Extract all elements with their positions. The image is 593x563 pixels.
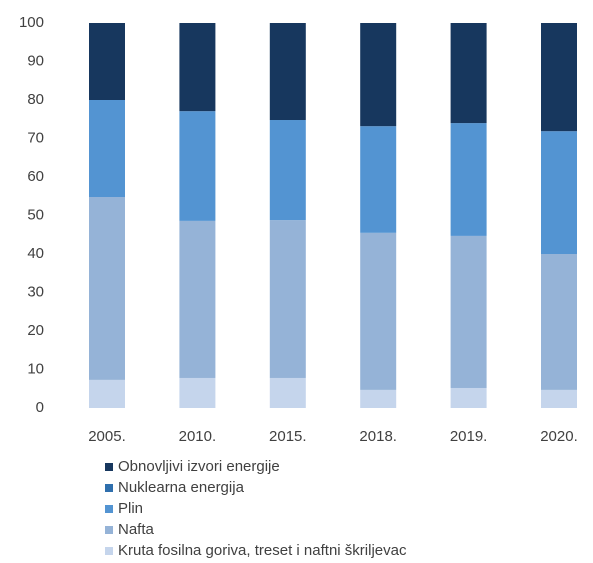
bar-segment xyxy=(179,23,216,112)
bar-segment xyxy=(541,131,577,254)
bar-segment xyxy=(541,23,577,132)
legend-swatch xyxy=(105,484,113,492)
y-tick-label: 30 xyxy=(27,283,44,300)
y-tick-label: 90 xyxy=(27,52,44,69)
bar-segment xyxy=(269,220,306,378)
legend-label: Nuklearna energija xyxy=(118,479,245,496)
y-tick-label: 80 xyxy=(27,91,44,108)
legend-label: Nafta xyxy=(118,521,155,538)
bar-segment xyxy=(89,379,125,408)
x-tick-label: 2019. xyxy=(450,428,488,445)
x-tick-label: 2015. xyxy=(269,428,307,445)
bar-segment xyxy=(179,111,216,221)
legend-swatch xyxy=(105,463,113,471)
legend-label: Plin xyxy=(118,500,143,517)
x-tick-label: 2010. xyxy=(179,428,217,445)
bar-segment xyxy=(450,387,487,408)
y-tick-label: 20 xyxy=(27,322,44,339)
bar-segment xyxy=(269,377,306,408)
x-tick-label: 2005. xyxy=(88,428,126,445)
y-tick-label: 10 xyxy=(27,360,44,377)
bar-segment xyxy=(269,120,306,221)
y-tick-label: 50 xyxy=(27,206,44,223)
bar-segment xyxy=(450,235,487,388)
bar-segment xyxy=(89,100,125,198)
bar-segment xyxy=(450,23,487,124)
legend-swatch xyxy=(105,505,113,513)
legend-label: Obnovljivi izvori energije xyxy=(118,458,280,475)
bar-segment xyxy=(360,232,397,390)
bar-segment xyxy=(89,197,125,380)
y-tick-label: 0 xyxy=(36,399,44,416)
bar-segment xyxy=(179,220,216,378)
bar-segment xyxy=(269,23,306,121)
bar-segment xyxy=(541,389,577,408)
y-tick-label: 40 xyxy=(27,245,44,262)
bar-segment xyxy=(360,23,397,127)
y-tick-label: 70 xyxy=(27,129,44,146)
y-tick-label: 60 xyxy=(27,168,44,185)
x-tick-label: 2020. xyxy=(540,428,578,445)
legend-swatch xyxy=(105,526,113,534)
y-tick-label: 100 xyxy=(19,14,44,31)
bar-segment xyxy=(89,23,125,100)
bar-segment xyxy=(179,377,216,408)
legend-swatch xyxy=(105,547,113,555)
bar-segment xyxy=(360,126,397,233)
bar-segment xyxy=(450,123,487,236)
bar-segment xyxy=(541,254,577,390)
x-tick-label: 2018. xyxy=(359,428,397,445)
bar-segment xyxy=(360,389,397,408)
legend-label: Kruta fosilna goriva, treset i naftni šk… xyxy=(118,542,407,559)
